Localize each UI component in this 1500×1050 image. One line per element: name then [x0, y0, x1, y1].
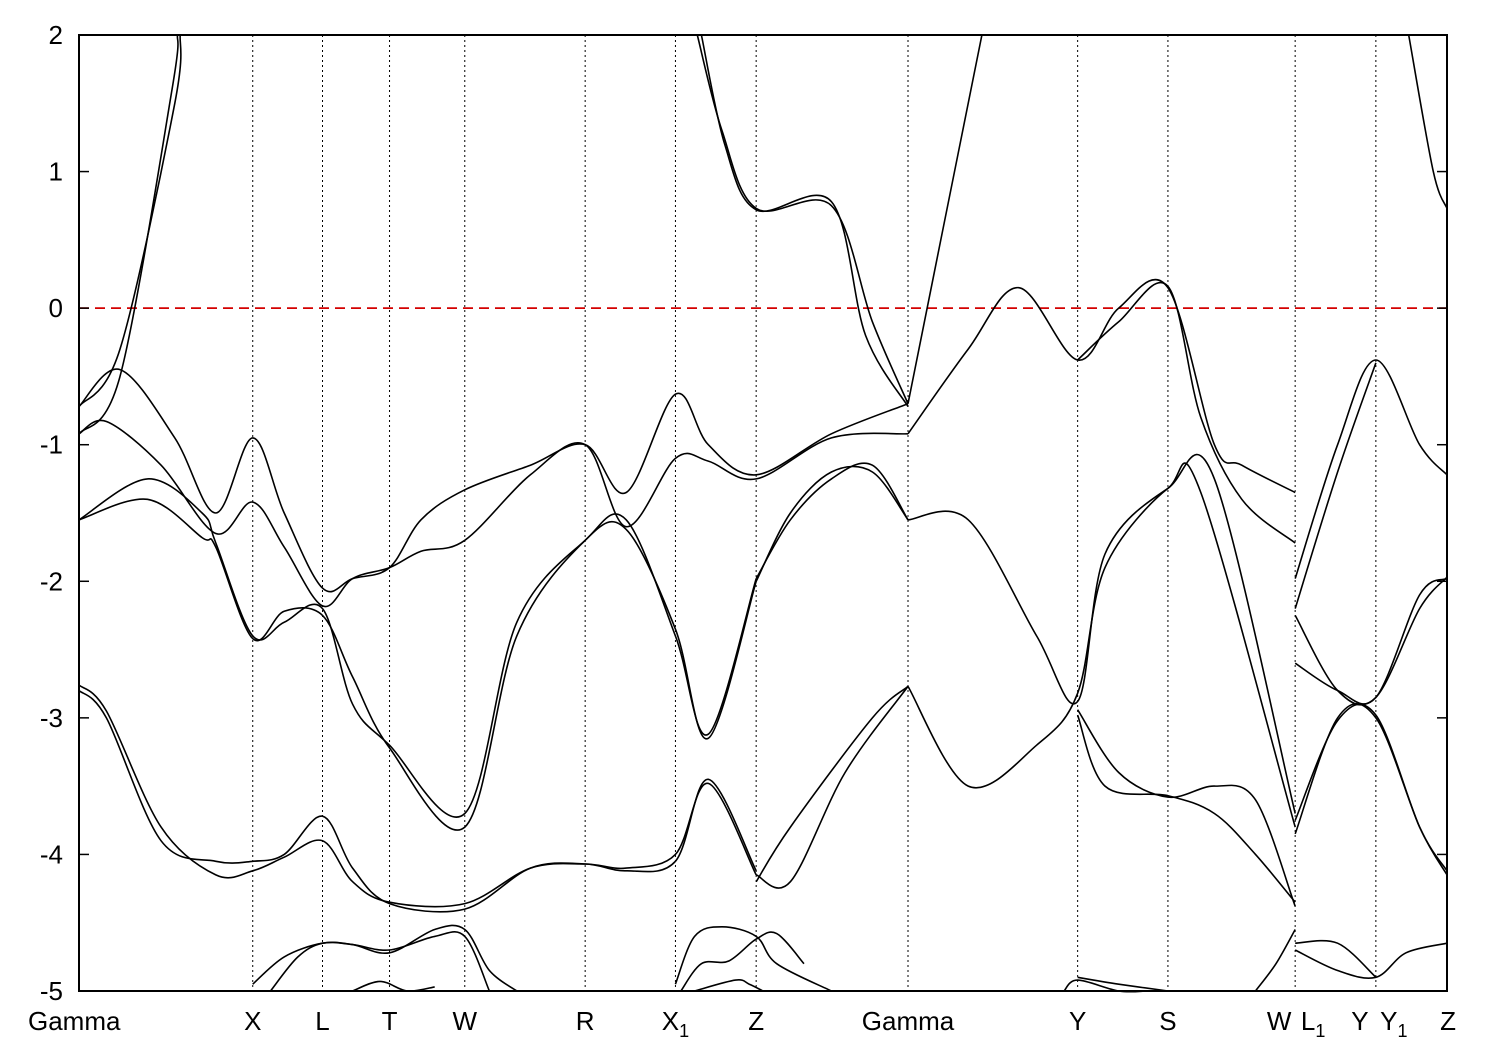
band-line: [78, 689, 757, 913]
band-line: [1294, 577, 1448, 705]
band-line: [907, 462, 1296, 828]
y-tick-label: 0: [49, 293, 63, 323]
band-line: [1294, 576, 1448, 706]
band-line: [1077, 281, 1296, 544]
band-line: [1294, 703, 1448, 872]
x-tick-label: Gamma: [862, 1006, 955, 1036]
y-axis-ticks: 2 1 0 -1 -2 -3 -4 -5: [40, 20, 1447, 1006]
band-lines: [78, 34, 1448, 993]
band-line: [78, 498, 757, 831]
band-line: [1076, 714, 1296, 903]
band-line: [78, 368, 909, 593]
x-tick-label: W: [1267, 1006, 1292, 1036]
band-line: [1076, 709, 1296, 907]
x-tick-label: Z: [1440, 1006, 1456, 1036]
y-tick-label: -5: [40, 976, 63, 1006]
band-line: [694, 979, 764, 992]
band-line: [1295, 939, 1377, 978]
band-line: [696, 34, 909, 405]
band-line: [78, 684, 757, 908]
x-tick-label: Z: [748, 1006, 764, 1036]
x-axis-ticks: Gamma X L T W R X1 Z Gamma Y S W L1 Y Y1 Z: [28, 1006, 1456, 1041]
band-line: [1294, 702, 1448, 876]
band-line: [674, 925, 832, 992]
band-line: [1407, 34, 1448, 209]
band-line: [1294, 942, 1448, 979]
x-tick-label: L1: [1301, 1006, 1325, 1041]
band-line: [907, 278, 1296, 494]
x-tick-label: X: [244, 1006, 261, 1036]
y-tick-label: -4: [40, 839, 63, 869]
y-tick-label: -3: [40, 703, 63, 733]
band-line: [755, 462, 909, 580]
band-line: [352, 980, 435, 992]
band-line: [269, 930, 491, 992]
band-line: [755, 685, 909, 883]
band-line: [755, 685, 909, 889]
x-tick-label: Y: [1069, 1006, 1086, 1036]
x-tick-label: S: [1159, 1006, 1176, 1036]
x-tick-label: R: [576, 1006, 595, 1036]
x-tick-label: L: [315, 1006, 329, 1036]
band-line: [700, 34, 909, 407]
y-tick-label: 1: [49, 157, 63, 187]
band-line: [78, 34, 179, 435]
plot-frame: [78, 34, 1448, 992]
band-line: [755, 465, 909, 582]
y-tick-label: -2: [40, 566, 63, 596]
band-line: [1294, 359, 1448, 579]
y-tick-label: -1: [40, 430, 63, 460]
band-line: [907, 453, 1296, 814]
band-line: [252, 924, 518, 992]
band-line: [1294, 362, 1377, 609]
x-tick-label: Gamma: [28, 1006, 121, 1036]
band-line: [1254, 929, 1296, 992]
band-line: [680, 931, 805, 992]
x-tick-label: Y1: [1380, 1006, 1407, 1041]
x-tick-label: W: [453, 1006, 478, 1036]
band-line: [78, 419, 909, 608]
band-line: [78, 478, 757, 818]
y-tick-label: 2: [49, 20, 63, 50]
x-tick-label: X1: [662, 1006, 689, 1041]
band-line: [907, 34, 983, 404]
band-line: [78, 34, 182, 408]
x-tick-label: Y: [1351, 1006, 1368, 1036]
x-tick-label: T: [382, 1006, 398, 1036]
band-line: [1077, 976, 1169, 992]
